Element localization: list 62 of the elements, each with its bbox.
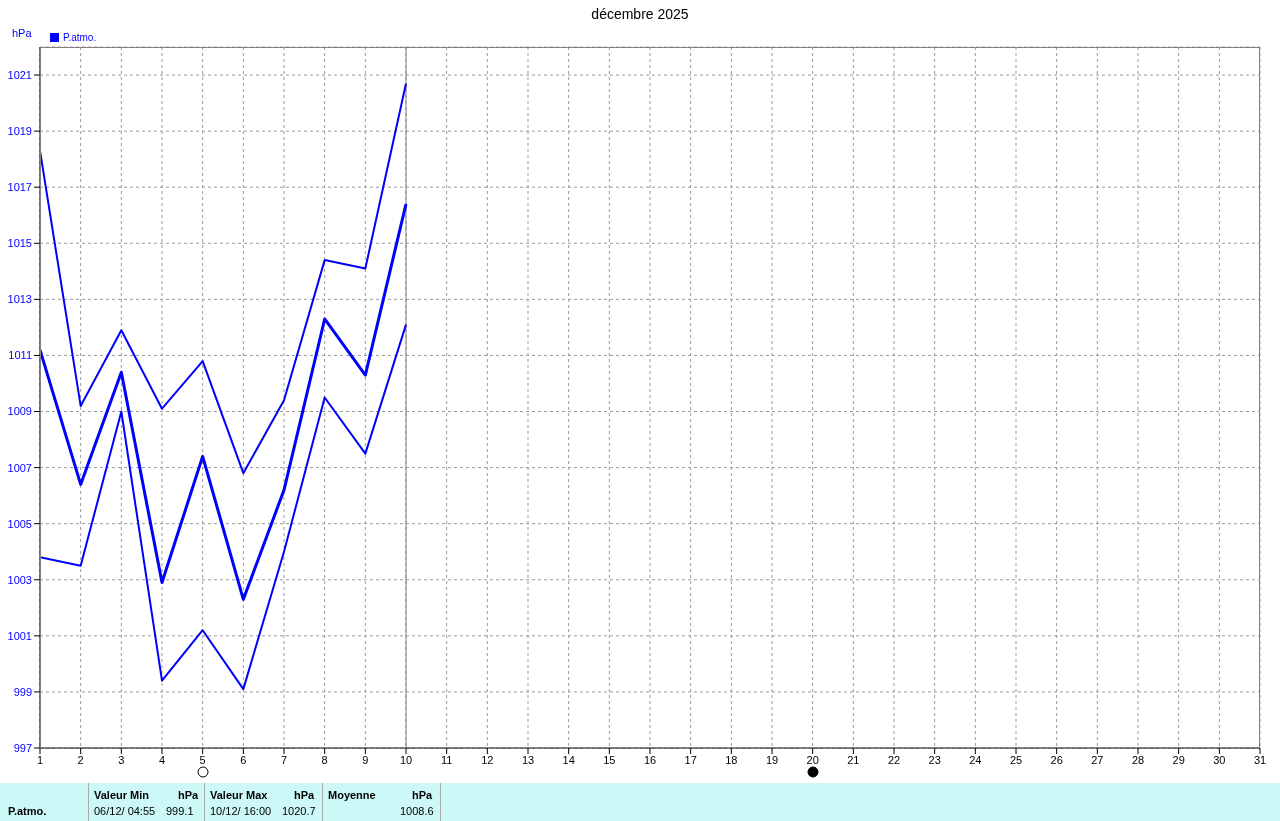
x-tick-label: 2 — [77, 753, 84, 766]
x-tick-label: 25 — [1009, 753, 1023, 766]
x-tick-label: 16 — [643, 753, 657, 766]
x-tick-label: 4 — [158, 753, 166, 766]
x-tick-label: 8 — [321, 753, 328, 766]
text: hPa — [178, 789, 199, 801]
x-tick-label: 5 — [199, 753, 206, 766]
y-tick-label: 997 — [13, 741, 32, 754]
line-series — [40, 202, 408, 601]
x-tick-label: 14 — [562, 753, 575, 766]
x-tick-label: 28 — [1131, 753, 1145, 766]
x-tick-label: 18 — [725, 753, 738, 766]
x-tick-label: 30 — [1213, 753, 1226, 766]
x-tick-label: 17 — [684, 753, 697, 766]
text: Valeur Min — [94, 789, 150, 801]
y-axis-title: hPa — [12, 27, 32, 39]
chart-title: décembre 2025 — [590, 6, 690, 22]
y-tick-label: 1017 — [7, 181, 32, 194]
y-tick-label: 1005 — [7, 517, 32, 530]
y-tick-label: 1003 — [7, 573, 32, 586]
legend-label: P.atmo. — [62, 32, 97, 43]
x-tick-label: 27 — [1091, 753, 1104, 766]
x-tick-label: 10 — [399, 753, 413, 766]
x-tick-label: 26 — [1050, 753, 1063, 766]
x-tick-label: 13 — [521, 753, 535, 766]
text: hPa — [412, 789, 433, 801]
x-tick-label: 31 — [1253, 753, 1267, 766]
text: hPa — [294, 789, 315, 801]
x-tick-label: 22 — [887, 753, 901, 766]
line-series — [40, 323, 407, 691]
y-tick-label: 1021 — [7, 68, 32, 81]
y-tick-label: 1013 — [7, 293, 32, 306]
x-tick-label: 29 — [1172, 753, 1185, 766]
x-tick-label: 12 — [481, 753, 494, 766]
x-tick-label: 1 — [36, 753, 44, 766]
x-tick-label: 24 — [969, 753, 982, 766]
y-tick-label: 1019 — [7, 125, 32, 138]
text: P.atmo. — [8, 805, 47, 817]
x-tick-label: 15 — [603, 753, 616, 766]
x-tick-label: 3 — [118, 753, 125, 766]
x-tick-label: 23 — [928, 753, 941, 766]
x-tick-label: 9 — [362, 753, 369, 766]
y-tick-label: 1015 — [7, 237, 32, 250]
x-tick-label: 20 — [806, 753, 819, 766]
y-tick-label: 999 — [13, 685, 32, 698]
y-tick-label: 1001 — [7, 629, 32, 642]
text: 10/12/ 16:00 — [210, 805, 272, 817]
text: Moyenne — [328, 789, 376, 801]
x-tick-label: 21 — [847, 753, 860, 766]
text: 1020.7 — [282, 805, 316, 817]
text: 1008.6 — [400, 805, 434, 817]
x-tick-label: 19 — [765, 753, 779, 766]
x-tick-label: 7 — [280, 753, 288, 766]
text: Valeur Max — [210, 789, 268, 801]
line-series — [40, 82, 407, 475]
x-tick-label: 6 — [240, 753, 247, 766]
text: 999.1 — [166, 805, 194, 817]
y-tick-label: 1007 — [7, 461, 32, 474]
text: 06/12/ 04:55 — [94, 805, 156, 817]
x-tick-label: 11 — [440, 753, 453, 766]
y-tick-label: 1011 — [8, 349, 32, 362]
y-tick-label: 1009 — [7, 405, 32, 418]
